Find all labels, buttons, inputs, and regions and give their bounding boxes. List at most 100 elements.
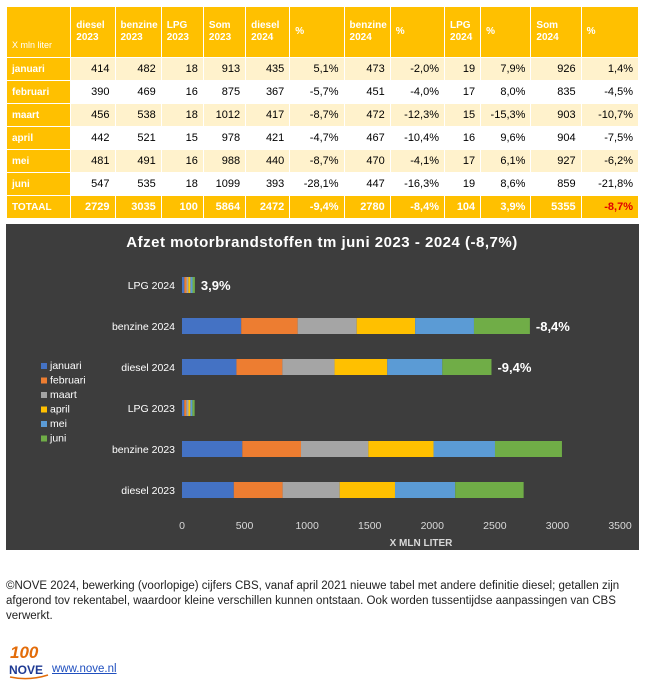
table-cell: 3,9%: [480, 195, 532, 219]
table-cell: 17: [444, 149, 482, 173]
table-cell: 16: [444, 126, 482, 150]
table-cell: -4,1%: [389, 149, 446, 173]
bar-segment-mei: [190, 277, 193, 293]
row-label: april: [5, 126, 72, 150]
legend-swatch-mei: [41, 421, 47, 427]
x-tick-label: 1000: [295, 520, 319, 532]
table-cell: 15: [160, 126, 204, 150]
table-cell: 927: [530, 149, 582, 173]
bar-segment-juni: [455, 482, 524, 498]
table-cell: -4,7%: [289, 126, 345, 150]
bar-segment-januari: [182, 441, 243, 457]
bar-segment-juni: [192, 400, 195, 416]
column-header: Som 2023: [202, 6, 247, 58]
bar-segment-mei: [433, 441, 495, 457]
bar-segment-juni: [494, 441, 562, 457]
table-cell: 17: [444, 80, 482, 104]
table-cell: -7,5%: [580, 126, 640, 150]
table-cell: 367: [245, 80, 291, 104]
category-label: benzine 2023: [112, 444, 175, 456]
table-cell: 456: [70, 103, 116, 127]
table-cell: 8,6%: [480, 172, 532, 196]
legend-label: januari: [49, 360, 82, 372]
bar-segment-februari: [242, 441, 302, 457]
column-header: Som 2024: [530, 6, 582, 58]
source-note: ©NOVE 2024, bewerking (voorlopige) cijfe…: [6, 580, 620, 622]
table-cell: -8,7%: [289, 149, 345, 173]
table-cell: -5,7%: [289, 80, 345, 104]
table-cell: 978: [202, 126, 247, 150]
table-cell: 2780: [343, 195, 391, 219]
bar-segment-april: [188, 277, 191, 293]
table-total-row: TOTAAL 2729 3035 100 5864 2472 -9,4% 2780 -8,4% 1…: [5, 195, 640, 219]
table-cell: 1099: [202, 172, 247, 196]
table-cell: 9,6%: [480, 126, 532, 150]
table-cell: 913: [202, 57, 247, 81]
column-header: diesel 2023: [70, 6, 116, 58]
table-cell: 417: [245, 103, 291, 127]
bar-segment-maart: [297, 318, 357, 334]
legend-label: mei: [50, 418, 67, 430]
chart-legend: januari februari maart april mei juni: [41, 360, 86, 445]
category-label: benzine 2024: [112, 321, 175, 333]
table-cell: 859: [530, 172, 582, 196]
table-cell: 521: [114, 126, 162, 150]
x-tick-label: 0: [179, 520, 185, 532]
row-label: maart: [5, 103, 72, 127]
bar-segment-mei: [394, 482, 456, 498]
table-row: april 442 521 15 978 421 -4,7% 467 -10,4% 16 9,6% 9…: [5, 126, 640, 150]
bar-segment-maart: [301, 441, 369, 457]
table-cell: 5,1%: [289, 57, 345, 81]
column-header: %: [580, 6, 640, 58]
table-cell: 2729: [70, 195, 116, 219]
column-header: benzine 2023: [114, 6, 162, 58]
x-tick-label: 500: [236, 520, 254, 532]
legend-label: juni: [49, 433, 66, 445]
table-row: mei 481 491 16 988 440 -8,7% 470 -4,1% 17 6,1% 927-…: [5, 149, 640, 173]
column-header: %: [289, 6, 345, 58]
table-cell: 473: [343, 57, 391, 81]
bar-segment-mei: [190, 400, 193, 416]
table-cell: 538: [114, 103, 162, 127]
bar-segment-april: [188, 400, 191, 416]
table-cell: 835: [530, 80, 582, 104]
table-cell: -9,4%: [289, 195, 345, 219]
table-cell: 8,0%: [480, 80, 532, 104]
bar-segment-maart: [186, 277, 189, 293]
table-cell: 104: [444, 195, 482, 219]
table-cell: 875: [202, 80, 247, 104]
table-cell: 535: [114, 172, 162, 196]
table-cell: 421: [245, 126, 291, 150]
table-cell: -8,7%: [289, 103, 345, 127]
change-annotation: -9,4%: [497, 360, 531, 375]
fuel-sales-chart: Afzet motorbrandstoffen tm juni 2023 - 2…: [6, 224, 639, 550]
table-cell: -8,4%: [389, 195, 446, 219]
bar-segment-januari: [182, 359, 237, 375]
table-row: juni 547 535 18 1099 393 -28,1% 447 -16,3% 19 8,6%…: [5, 172, 640, 196]
table-cell: 18: [160, 57, 204, 81]
table-cell: 390: [70, 80, 116, 104]
table-cell: 100: [160, 195, 204, 219]
table-cell: 2472: [245, 195, 291, 219]
logo-text: NOVE: [9, 663, 43, 677]
bar-segment-februari: [241, 318, 298, 334]
table-cell: -2,0%: [389, 57, 446, 81]
table-cell: 482: [114, 57, 162, 81]
column-header: %: [389, 6, 446, 58]
x-tick-label: 1500: [358, 520, 382, 532]
legend-label: maart: [50, 389, 77, 401]
table-cell: 18: [160, 103, 204, 127]
row-label: mei: [5, 149, 72, 173]
website-link[interactable]: www.nove.nl: [52, 663, 117, 675]
bar-segment-februari: [233, 482, 283, 498]
table-cell: -16,3%: [389, 172, 446, 196]
legend-swatch-januari: [41, 363, 47, 369]
table-cell: 467: [343, 126, 391, 150]
table-cell: 6,1%: [480, 149, 532, 173]
row-label: februari: [5, 80, 72, 104]
bar-segment-maart: [282, 359, 335, 375]
bar-segment-april: [339, 482, 395, 498]
table-cell: 440: [245, 149, 291, 173]
category-label: LPG 2024: [128, 280, 175, 292]
x-tick-label: 2500: [483, 520, 507, 532]
